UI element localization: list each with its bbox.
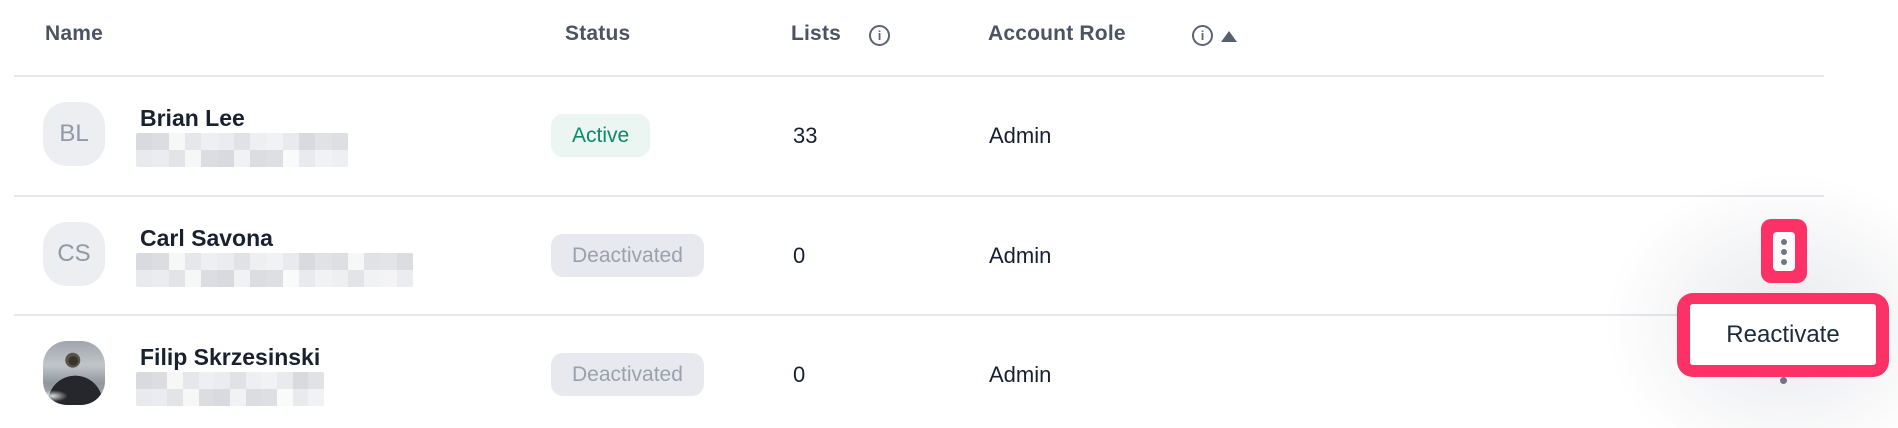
kebab-icon (1781, 258, 1787, 265)
kebab-icon (1781, 238, 1787, 245)
redacted-email (136, 253, 413, 287)
lists-count: 0 (793, 361, 806, 387)
redacted-email (136, 133, 348, 167)
redacted-email (136, 372, 324, 406)
reactivate-menu-item[interactable]: Reactivate (1690, 304, 1876, 365)
lists-info-icon[interactable]: i (869, 25, 890, 46)
account-role: Admin (989, 361, 1052, 387)
table-row: Filip Skrzesinski Deactivated 0 Admin (0, 315, 1898, 428)
kebab-icon (1781, 248, 1787, 255)
annotation-highlight-reactivate: Reactivate (1677, 293, 1889, 377)
user-name: Carl Savona (140, 225, 273, 251)
column-header-account-role[interactable]: Account Role (988, 22, 1126, 45)
avatar: BL (43, 102, 105, 166)
column-header-lists: Lists (791, 22, 842, 45)
sort-ascending-icon[interactable] (1221, 31, 1237, 42)
divider (14, 195, 1824, 197)
column-header-name: Name (45, 22, 103, 45)
user-name: Filip Skrzesinski (140, 344, 321, 370)
table-row: CS Carl Savona Deactivated 0 Admin (0, 196, 1898, 315)
column-header-status: Status (565, 22, 631, 45)
avatar-photo (43, 341, 105, 405)
account-role: Admin (989, 122, 1052, 148)
divider (14, 314, 1824, 316)
user-name: Brian Lee (140, 105, 245, 131)
divider (14, 75, 1824, 77)
account-role-info-icon[interactable]: i (1192, 25, 1213, 46)
avatar: CS (43, 222, 105, 286)
status-badge: Deactivated (551, 234, 704, 277)
status-badge: Active (551, 114, 651, 157)
account-role: Admin (989, 242, 1052, 268)
status-badge: Deactivated (551, 353, 704, 396)
lists-count: 33 (793, 122, 818, 148)
table-row: BL Brian Lee Active 33 Admin (0, 76, 1898, 195)
annotation-highlight-kebab (1761, 219, 1807, 283)
row-actions-kebab-button[interactable] (1773, 232, 1795, 271)
lists-count: 0 (793, 242, 806, 268)
kebab-dot-icon (1780, 377, 1787, 384)
